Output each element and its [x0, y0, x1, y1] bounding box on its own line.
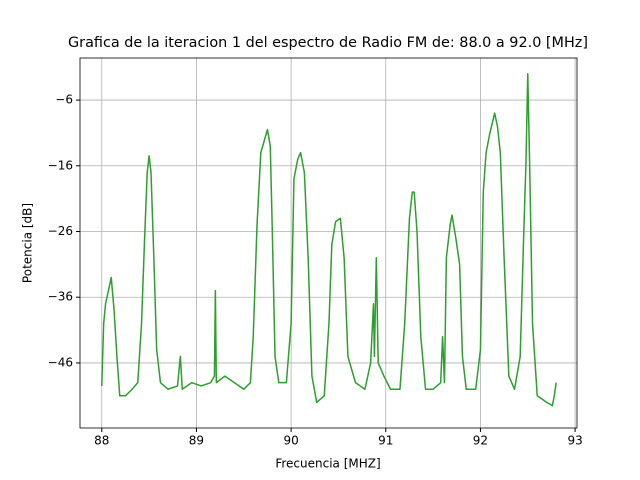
x-tick-label: 91: [378, 434, 393, 448]
y-tick-label: −36: [48, 290, 73, 304]
y-tick-label: −6: [55, 93, 73, 107]
x-tick-label: 89: [189, 434, 204, 448]
y-axis-label: Potencia [dB]: [21, 203, 35, 283]
x-tick-label: 88: [94, 434, 109, 448]
plot-frame: [79, 57, 578, 429]
x-tick-label: 90: [283, 434, 298, 448]
x-tick-label: 93: [567, 434, 582, 448]
y-tick-label: −16: [48, 158, 73, 172]
line-series: [101, 73, 557, 407]
x-tick-label: 92: [473, 434, 488, 448]
y-tick-label: −26: [48, 224, 73, 238]
y-tick-label: −46: [48, 355, 73, 369]
chart-title: Grafica de la iteracion 1 del espectro d…: [68, 35, 588, 51]
x-axis-label: Frecuencia [MHZ]: [275, 457, 380, 471]
